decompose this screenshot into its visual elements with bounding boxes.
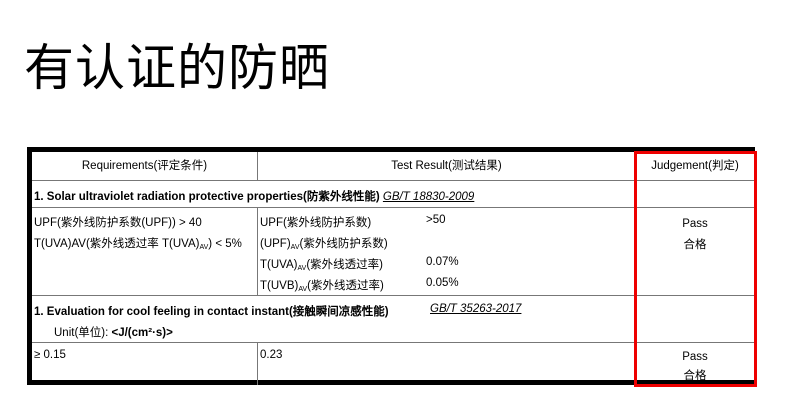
text: T(UVA)AV(紫外线透过率 T(UVA)	[34, 238, 200, 250]
text: Unit(单位):	[54, 327, 112, 339]
text: (紫外线透过率)	[307, 280, 384, 292]
page-title: 有认证的防晒	[24, 40, 330, 96]
text: AV	[298, 286, 308, 293]
section2-unit: Unit(单位): <J/(cm²·s)>	[54, 324, 173, 340]
section2-title: 1. Evaluation for cool feeling in contac…	[34, 306, 389, 318]
text: (紫外线透过率)	[306, 259, 383, 271]
text: 0.23	[260, 349, 283, 361]
text: (紫外线防护系数)	[299, 238, 388, 250]
judgement-pass-cn: 合格	[683, 370, 707, 382]
result-row: T(UVA)AV(紫外线透过率)	[260, 256, 383, 272]
text: ) < 5%	[208, 238, 242, 250]
text: (UPF)	[260, 238, 291, 250]
text: AV	[199, 244, 209, 251]
text: AV	[290, 244, 300, 251]
section2-requirement: ≥ 0.15	[32, 343, 258, 385]
text: AV	[297, 265, 307, 272]
text: <J/(cm²·s)>	[111, 327, 173, 339]
text: UPF(紫外线防护系数)	[260, 217, 372, 229]
text: T(UVB)	[260, 280, 299, 292]
section2-title-row: 1. Evaluation for cool feeling in contac…	[32, 296, 636, 343]
section1-results: UPF(紫外线防护系数) >50 (UPF)AV(紫外线防护系数) T(UVA)…	[258, 208, 636, 296]
judgement-pass-cn: 合格	[683, 239, 707, 251]
section2-result: 0.23	[258, 343, 636, 385]
requirement-tuva: T(UVA)AV(紫外线透过率 T(UVA)AV) < 5%	[34, 235, 242, 251]
header-test-result: Test Result(测试结果)	[258, 152, 636, 181]
section1-standard: GB/T 18830-2009	[382, 191, 475, 203]
judgement-pass: Pass	[682, 218, 708, 230]
text: T(UVA)	[260, 259, 298, 271]
result-value: 0.07%	[426, 256, 459, 268]
section1-title: 1. Solar ultraviolet radiation protectiv…	[34, 191, 380, 203]
result-row: (UPF)AV(紫外线防护系数)	[260, 235, 388, 251]
text: ≥ 0.15	[34, 349, 66, 361]
section1-title-row: 1. Solar ultraviolet radiation protectiv…	[32, 181, 636, 208]
test-report-table: Requirements(评定条件) Test Result(测试结果) Jud…	[27, 147, 755, 385]
header-requirements: Requirements(评定条件)	[32, 152, 258, 181]
judgement-highlight-box	[634, 151, 757, 387]
result-value: 0.05%	[426, 277, 459, 289]
requirement-upf: UPF(紫外线防护系数(UPF)) > 40	[34, 217, 202, 229]
section1-requirements: UPF(紫外线防护系数(UPF)) > 40 T(UVA)AV(紫外线透过率 T…	[32, 208, 258, 296]
result-row: T(UVB)AV(紫外线透过率)	[260, 277, 384, 293]
result-value: >50	[426, 214, 446, 226]
judgement-pass: Pass	[682, 351, 708, 363]
section2-standard: GB/T 35263-2017	[430, 303, 522, 315]
result-row: UPF(紫外线防护系数)	[260, 214, 371, 230]
